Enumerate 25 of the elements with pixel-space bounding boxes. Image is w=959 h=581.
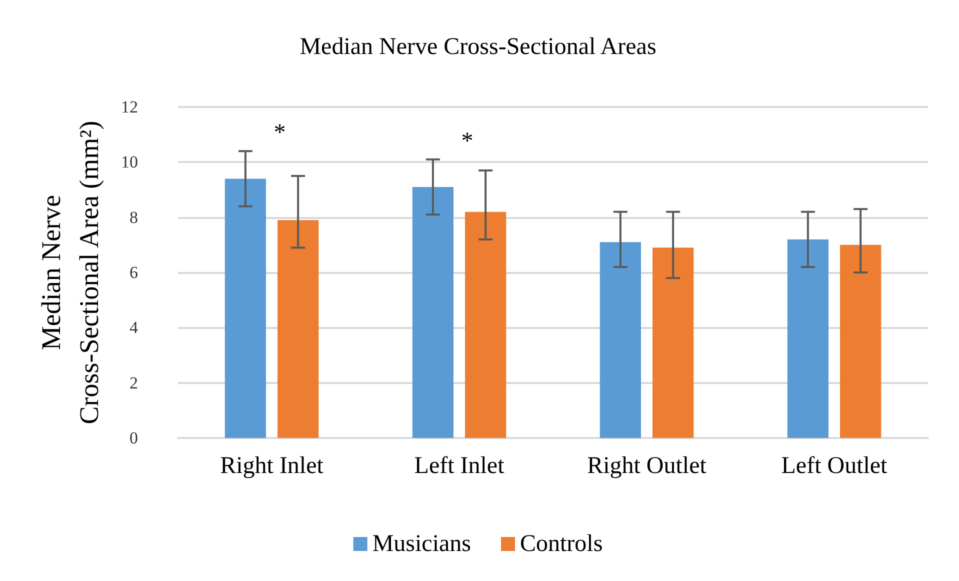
x-tick-label: Right Inlet (220, 453, 324, 479)
x-tick-label: Left Inlet (414, 453, 505, 479)
bar (652, 248, 694, 438)
bar (600, 242, 641, 438)
bar (224, 178, 266, 438)
bar (787, 239, 828, 438)
bar (278, 220, 319, 438)
annotation: * (274, 120, 286, 146)
y-tick-label: 0 (130, 428, 138, 448)
bar (412, 186, 454, 438)
annotation: * (461, 128, 474, 154)
y-tick-label: 8 (130, 208, 138, 227)
y-tick-label: 4 (130, 318, 138, 338)
y-tick-label: 2 (130, 373, 138, 392)
y-axis-title: Median Nerve Cross-Sectional Area (mm²) (36, 120, 104, 424)
legend-label: Controls (520, 531, 603, 557)
bar (465, 212, 506, 438)
chart-title: Median Nerve Cross-Sectional Areas (300, 34, 656, 60)
x-tick-label: Left Outlet (781, 453, 888, 479)
y-tick-label: 10 (121, 152, 138, 172)
x-tick-label: Right Outlet (587, 453, 707, 479)
legend-label: Musicians (372, 531, 472, 557)
y-tick-label: 6 (130, 263, 138, 282)
y-tick-label: 12 (121, 98, 138, 116)
bar (840, 244, 882, 438)
